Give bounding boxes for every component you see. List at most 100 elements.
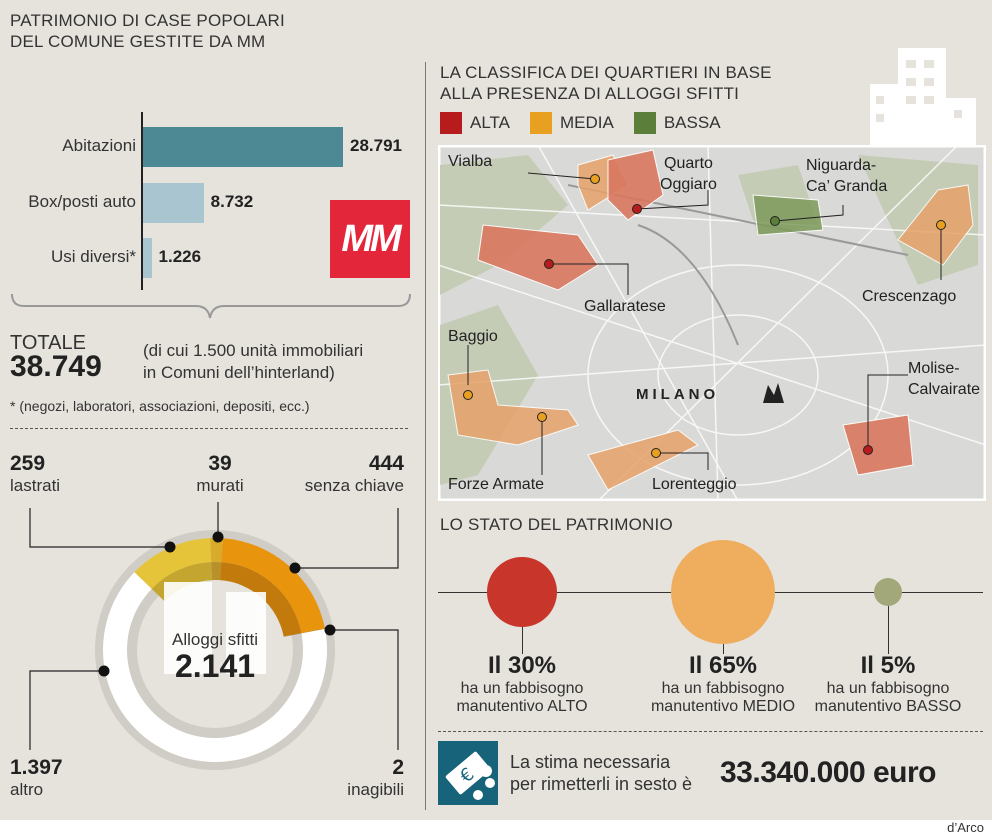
label-baggio: Baggio (448, 328, 498, 345)
donut-label-lastrati: 259 lastrati (10, 452, 60, 496)
status-title: LO STATO DEL PATRIMONIO (440, 515, 673, 534)
label-lorenteggio: Lorenteggio (652, 476, 737, 493)
map-title: LA CLASSIFICA DEI QUARTIERI IN BASE (440, 63, 772, 82)
donut-center-label: Alloggi sfitti (172, 630, 258, 649)
bar-category-label: Usi diversi* (50, 247, 136, 266)
label-gallaratese: Gallaratese (584, 298, 666, 315)
bar (143, 182, 204, 223)
bar-category-label: Box/posti auto (28, 191, 136, 211)
credit: d’Arco (947, 820, 984, 835)
leader-dot (289, 562, 301, 574)
title-line: PATRIMONIO DI CASE POPOLARI (10, 11, 285, 30)
leader-dot (164, 541, 176, 553)
legend-label: MEDIA (560, 113, 614, 132)
bubble-medio (671, 540, 775, 644)
bubble-stem (888, 592, 889, 654)
bubble-alto (486, 556, 558, 628)
bubble-basso (873, 577, 903, 607)
bubble-caption: Il 65% ha un fabbisogno manutentivo MEDIO (633, 652, 813, 716)
cost-value: 33.340.000 euro (720, 756, 937, 789)
label-molise: Calvairate (908, 381, 981, 398)
total-note: in Comuni dell’hinterland) (143, 363, 335, 382)
label-niguarda: Ca’ Granda (806, 178, 888, 195)
donut-center-value: 2.141 (175, 648, 255, 684)
donut-segment-lastrati (134, 538, 212, 589)
donut-label-altro: 1.397 altro (10, 756, 63, 800)
total-label: TOTALE (10, 332, 86, 354)
bar (143, 238, 152, 278)
legend-swatch (633, 112, 656, 134)
donut-category: altro (10, 780, 44, 799)
donut-category: inagibili (347, 780, 404, 799)
donut-segment-murati (210, 538, 224, 563)
label-quarto-oggiaro: Oggiaro (660, 176, 717, 193)
mm-logo: MM (330, 200, 410, 278)
map (438, 145, 986, 501)
donut-value: 259 (10, 452, 46, 475)
map-legend: ALTA MEDIA BASSA (440, 112, 727, 134)
donut-inner-segment (283, 632, 302, 637)
donut-segment-inagibili (301, 628, 325, 634)
leader-dot (98, 665, 110, 677)
footnote: * (negozi, laboratori, associazioni, dep… (10, 398, 310, 414)
legend-swatch (440, 112, 462, 134)
leader-line (29, 670, 104, 750)
bubble-desc: manutentivo MEDIO (650, 698, 796, 715)
city-label: MILANO (636, 386, 720, 403)
bubble-value: Il 65% (688, 652, 758, 679)
total-note: (di cui 1.500 unità immobiliari (143, 341, 364, 360)
bar-value-label: 8.732 (210, 191, 254, 211)
label-niguarda: Niguarda- (806, 157, 877, 174)
donut-category: lastrati (10, 476, 61, 495)
bubble-desc: ha un fabbisogno (460, 680, 584, 697)
bubble-desc: manutentivo ALTO (456, 698, 588, 715)
brace (11, 293, 411, 319)
left-title: PATRIMONIO DI CASE POPOLARI DEL COMUNE G… (10, 10, 285, 52)
donut-value: 444 (368, 452, 404, 475)
cost-text: per rimetterli in sesto è (510, 774, 693, 794)
donut-category: senza chiave (304, 476, 404, 495)
leader-line (330, 629, 399, 750)
leader-line (295, 508, 399, 569)
total-value: 38.749 (10, 350, 102, 383)
bubble-desc: manutentivo BASSO (814, 698, 962, 715)
donut-value: 2 (392, 756, 404, 779)
label-crescenzago: Crescenzago (862, 288, 957, 305)
divider (10, 428, 408, 429)
euro-banknote-icon: € (438, 741, 498, 805)
donut-label-senza-chiave: 444 senza chiave (305, 452, 404, 496)
bubble-value: Il 30% (487, 652, 557, 679)
bar-value-label: 1.226 (158, 247, 202, 266)
label-molise: Molise- (908, 360, 960, 377)
donut-label-murati: 39 murati (160, 452, 280, 496)
bubble-desc: ha un fabbisogno (661, 680, 785, 697)
label-forze-armate: Forze Armate (448, 476, 545, 493)
column-divider (425, 62, 426, 810)
cost-text: La stima necessaria (510, 752, 671, 772)
legend-label: BASSA (663, 113, 721, 132)
legend-item: BASSA (633, 112, 721, 134)
label-vialba: Vialba (448, 153, 493, 170)
legend-label: ALTA (470, 113, 510, 132)
bubble-value: Il 5% (860, 652, 916, 679)
bubble-caption: Il 30% ha un fabbisogno manutentivo ALTO (432, 652, 612, 716)
bubble-caption: Il 5% ha un fabbisogno manutentivo BASSO (798, 652, 978, 716)
leader-dot (212, 531, 224, 543)
donut-segment-altro (102, 572, 327, 762)
donut-segment-senza-chiave (221, 538, 325, 633)
bar-value-label: 28.791 (350, 136, 402, 155)
map-title: ALLA PRESENZA DI ALLOGGI SFITTI (440, 84, 740, 103)
divider (438, 731, 983, 732)
legend-item: MEDIA (530, 112, 614, 134)
donut-inner-segment (211, 562, 222, 581)
donut-value: 1.397 (10, 756, 63, 779)
building-icon (164, 582, 266, 674)
donut-label-inagibili: 2 inagibili (347, 756, 404, 800)
legend-item: ALTA (440, 112, 510, 134)
donut-inner-segment (220, 562, 302, 637)
title-line: DEL COMUNE GESTITE DA MM (10, 32, 266, 51)
leader-line (29, 508, 170, 548)
donut-category: murati (196, 476, 244, 495)
bar-category-label: Abitazioni (62, 136, 136, 155)
